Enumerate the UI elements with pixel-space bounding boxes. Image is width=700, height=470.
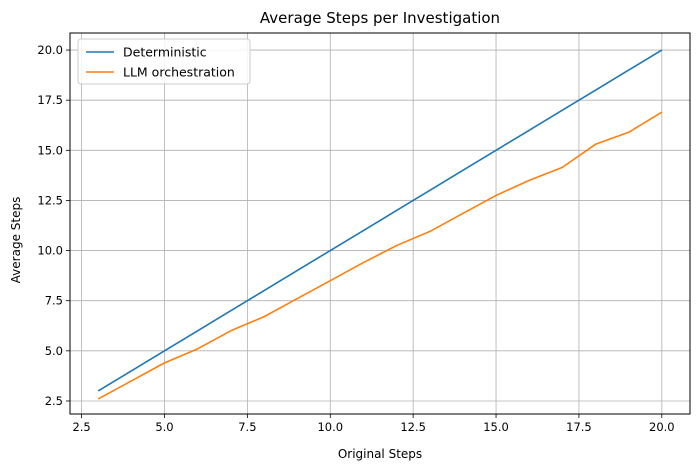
y-axis: 2.5 5.0 7.5 10.0 12.5 15.0 17.5 20.0	[37, 43, 70, 408]
y-tick-label: 10.0	[37, 244, 63, 258]
x-tick-label: 7.5	[238, 420, 256, 434]
x-tick-label: 2.5	[72, 420, 90, 434]
grid-lines	[70, 33, 690, 414]
legend-box	[77, 38, 251, 85]
x-tick-label: 12.5	[400, 420, 426, 434]
y-tick-label: 15.0	[37, 143, 63, 157]
y-tick-label: 5.0	[45, 344, 63, 358]
plot-frame	[69, 32, 691, 415]
y-tick-label: 12.5	[37, 193, 63, 207]
x-axis-label: Original Steps	[338, 447, 422, 461]
x-tick-label: 17.5	[566, 420, 592, 434]
x-axis: 2.5 5.0 7.5 10.0 12.5 15.0 17.5 20.0	[72, 414, 675, 434]
y-axis-label: Average Steps	[9, 197, 23, 284]
legend-entry: LLM orchestration	[123, 65, 235, 80]
chart-title: Average Steps per Investigation	[260, 9, 500, 27]
series-line-2	[97, 111, 663, 400]
x-tick-label: 5.0	[155, 420, 173, 434]
y-tick-label: 7.5	[45, 294, 63, 308]
y-tick-label: 2.5	[45, 394, 63, 408]
x-tick-label: 10.0	[317, 420, 343, 434]
series-line-1	[97, 49, 663, 392]
y-tick-label: 20.0	[37, 43, 63, 57]
legend: Deterministic LLM orchestration	[77, 38, 251, 85]
x-tick-label: 15.0	[483, 420, 509, 434]
y-tick-label: 17.5	[37, 93, 63, 107]
x-tick-label: 20.0	[649, 420, 675, 434]
legend-entry: Deterministic	[123, 45, 207, 60]
series-layer	[97, 49, 663, 400]
